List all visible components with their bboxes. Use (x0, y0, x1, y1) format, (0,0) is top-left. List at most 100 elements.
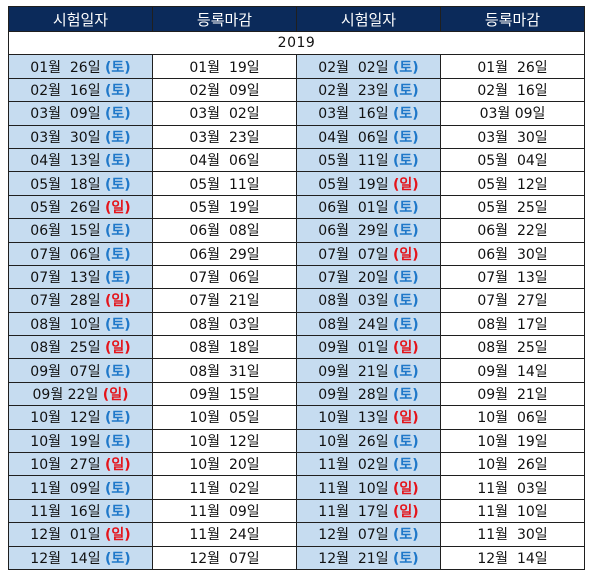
registration-deadline-cell-r: 02월 16일 (440, 77, 585, 103)
registration-deadline-cell-l: 11월 24일 (152, 522, 297, 547)
exam-date: 03월 30일 (30, 129, 101, 146)
table-row: 09월 22일 (일) 09월 15일 09월 28일 (토) 09월 21일 (8, 381, 585, 407)
table-row: 03월 09일 (토) 03월 02일 03월 16일 (토) 03월 09일 (8, 101, 585, 126)
exam-date: 07월 07일 (318, 246, 389, 263)
weekday-badge: (토) (393, 223, 419, 240)
weekday-badge: (토) (105, 153, 131, 170)
exam-date: 11월 16일 (30, 504, 101, 520)
table-row: 12월 01일 (일) 11월 24일 12월 07일 (토) 11월 30일 (8, 522, 585, 547)
exam-date-cell-l: 06월 15일 (토) (8, 218, 153, 243)
weekday-badge: (토) (105, 59, 131, 76)
weekday-badge: (토) (393, 433, 419, 450)
exam-date: 02월 02일 (318, 59, 389, 76)
weekday-badge: (일) (393, 246, 419, 263)
exam-date: 05월 19일 (318, 176, 389, 193)
exam-date: 07월 06일 (30, 246, 101, 263)
table-row: 01월 26일 (토) 01월 19일 02월 02일 (토) 01월 26일 (8, 54, 585, 79)
registration-deadline-cell-r: 07월 13일 (440, 264, 585, 290)
weekday-badge: (토) (393, 316, 419, 333)
weekday-badge: (토) (393, 129, 419, 146)
registration-deadline-cell-r: 03월 09일 (440, 101, 585, 126)
table-row: 10월 19일 (토) 10월 12일 10월 26일 (토) 10월 19일 (8, 428, 585, 454)
exam-date-cell-r: 04월 06일 (토) (296, 124, 441, 149)
header-registration-deadline-left: 등록마감 (152, 6, 297, 32)
exam-date-cell-l: 08월 10일 (토) (8, 311, 153, 337)
registration-deadline-cell-l: 07월 06일 (152, 264, 297, 290)
weekday-badge: (일) (393, 340, 419, 357)
registration-deadline-cell-l: 01월 19일 (152, 54, 297, 79)
exam-date: 09월 21일 (318, 363, 389, 380)
exam-date-cell-r: 06월 01일 (토) (296, 194, 441, 220)
table-row: 07월 28일 (일) 07월 21일 08월 03일 (토) 07월 27일 (8, 288, 585, 313)
weekday-badge: (토) (393, 82, 419, 99)
weekday-badge: (일) (105, 527, 131, 544)
registration-deadline-cell-l: 05월 11일 (152, 171, 297, 196)
exam-date-cell-r: 10월 13일 (일) (296, 405, 441, 430)
exam-date-cell-l: 03월 09일 (토) (8, 101, 153, 126)
registration-deadline-cell-r: 12월 14일 (440, 545, 585, 570)
exam-date: 10월 12일 (30, 410, 101, 427)
registration-deadline-cell-l: 07월 21일 (152, 288, 297, 313)
weekday-badge: (토) (105, 129, 131, 146)
weekday-badge: (일) (105, 340, 131, 357)
exam-date-cell-l: 11월 16일 (토) (8, 498, 153, 524)
exam-date: 10월 27일 (30, 457, 101, 474)
exam-date: 03월 09일 (30, 106, 101, 123)
weekday-badge: (토) (105, 82, 131, 99)
exam-date-cell-r: 03월 16일 (토) (296, 101, 441, 126)
exam-date: 11월 17일 (318, 504, 389, 520)
registration-deadline-cell-l: 06월 29일 (152, 241, 297, 266)
exam-date: 09월 28일 (318, 387, 389, 404)
exam-date-cell-l: 03월 30일 (토) (8, 124, 153, 149)
weekday-badge: (토) (105, 246, 131, 263)
weekday-badge: (일) (105, 293, 131, 310)
registration-deadline-cell-r: 08월 25일 (440, 335, 585, 360)
exam-date-cell-l: 02월 16일 (토) (8, 77, 153, 103)
registration-deadline-cell-r: 01월 26일 (440, 54, 585, 79)
year-row: 2019 (8, 30, 585, 56)
exam-date-cell-r: 07월 07일 (일) (296, 241, 441, 266)
exam-date: 01월 26일 (30, 59, 101, 76)
exam-date-cell-l: 12월 14일 (토) (8, 545, 153, 570)
table-row: 12월 14일 (토) 12월 07일 12월 21일 (토) 12월 14일 (8, 545, 585, 570)
table-row: 06월 15일 (토) 06월 08일 06월 29일 (토) 06월 22일 (8, 218, 585, 243)
table-row: 05월 26일 (일) 05월 19일 06월 01일 (토) 05월 25일 (8, 194, 585, 220)
exam-date: 07월 13일 (30, 270, 101, 287)
table-row: 05월 18일 (토) 05월 11일 05월 19일 (일) 05월 12일 (8, 171, 585, 196)
registration-deadline-cell-r: 09월 21일 (440, 381, 585, 407)
exam-date: 05월 11일 (318, 153, 389, 170)
weekday-badge: (토) (105, 223, 131, 240)
exam-date-cell-r: 09월 28일 (토) (296, 381, 441, 407)
exam-date: 08월 03일 (318, 293, 389, 310)
weekday-badge: (토) (393, 550, 419, 567)
header-registration-deadline-right: 등록마감 (440, 6, 585, 32)
exam-date-cell-l: 07월 06일 (토) (8, 241, 153, 266)
weekday-badge: (토) (393, 153, 419, 170)
exam-date-cell-l: 09월 22일 (일) (8, 381, 153, 407)
weekday-badge: (토) (393, 527, 419, 544)
registration-deadline-cell-r: 10월 06일 (440, 405, 585, 430)
exam-date: 09월 22일 (32, 387, 99, 404)
table-row: 10월 27일 (일) 10월 20일 11월 02일 (토) 10월 26일 (8, 452, 585, 477)
registration-deadline-cell-r: 06월 30일 (440, 241, 585, 266)
exam-date-cell-l: 08월 25일 (일) (8, 335, 153, 360)
registration-deadline-cell-l: 03월 23일 (152, 124, 297, 149)
registration-deadline-cell-l: 03월 02일 (152, 101, 297, 126)
exam-date: 02월 23일 (318, 82, 389, 99)
registration-deadline-cell-l: 04월 06일 (152, 147, 297, 173)
exam-date-cell-r: 10월 26일 (토) (296, 428, 441, 454)
exam-date-cell-r: 08월 03일 (토) (296, 288, 441, 313)
registration-deadline-cell-r: 05월 12일 (440, 171, 585, 196)
exam-date-cell-r: 06월 29일 (토) (296, 218, 441, 243)
registration-deadline-cell-r: 10월 19일 (440, 428, 585, 454)
exam-date-cell-r: 09월 21일 (토) (296, 358, 441, 383)
exam-date: 07월 20일 (318, 270, 389, 287)
exam-date-cell-l: 12월 01일 (일) (8, 522, 153, 547)
year-label: 2019 (8, 30, 585, 56)
exam-date: 11월 10일 (318, 480, 389, 497)
weekday-badge: (토) (393, 457, 419, 474)
registration-deadline-cell-l: 09월 15일 (152, 381, 297, 407)
table-row: 11월 09일 (토) 11월 02일 11월 10일 (일) 11월 03일 (8, 475, 585, 500)
weekday-badge: (일) (105, 457, 131, 474)
exam-date: 05월 18일 (30, 176, 101, 193)
